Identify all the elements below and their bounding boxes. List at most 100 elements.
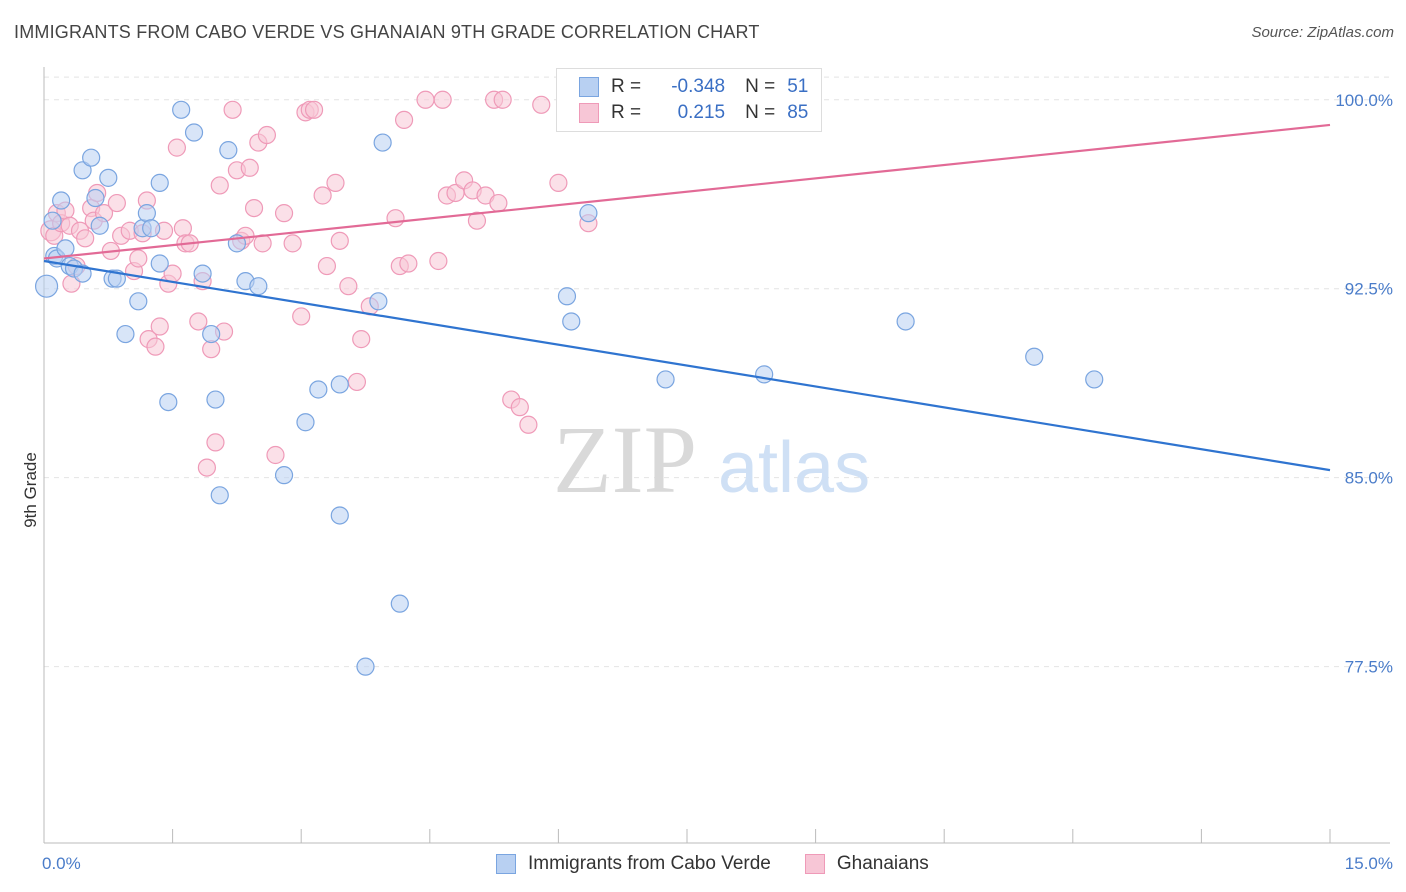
- data-point: [386, 209, 405, 228]
- data-point: [429, 251, 448, 271]
- stats-legend: R = -0.348 N = 51 R = 0.215 N = 85: [556, 68, 822, 132]
- legend-row-ghanaians: R = 0.215 N = 85: [579, 101, 808, 125]
- legend-r-value: 0.215: [677, 102, 726, 123]
- data-point: [326, 173, 345, 192]
- data-point: [116, 324, 135, 344]
- data-point: [1085, 370, 1104, 389]
- data-point: [313, 186, 332, 205]
- data-point: [193, 264, 212, 283]
- data-point: [390, 594, 409, 613]
- data-point: [549, 173, 568, 192]
- legend-swatch-pink: [804, 854, 825, 874]
- y-tick-label: 100.0%: [1335, 91, 1393, 110]
- data-point: [896, 312, 915, 331]
- legend-r-label: R =: [611, 76, 642, 97]
- data-point: [82, 148, 101, 167]
- legend-r-value: -0.348: [671, 76, 726, 97]
- data-point: [330, 375, 349, 394]
- data-point: [56, 239, 75, 258]
- data-point: [283, 234, 302, 253]
- data-point: [579, 204, 598, 223]
- data-point: [347, 372, 367, 392]
- data-point: [433, 90, 452, 109]
- legend-r-label: R =: [611, 102, 642, 123]
- legend-swatch-pink: [579, 103, 599, 123]
- data-point: [107, 193, 126, 213]
- series-legend: Immigrants from Cabo Verde Ghanaians: [496, 853, 963, 875]
- x-tick-label: 0.0%: [42, 854, 81, 873]
- data-point: [206, 433, 225, 452]
- data-point: [52, 191, 71, 210]
- data-point: [493, 90, 512, 109]
- data-point: [369, 292, 388, 311]
- data-point: [99, 168, 118, 187]
- data-point: [292, 307, 311, 326]
- y-tick-label: 77.5%: [1345, 658, 1393, 677]
- data-point: [202, 340, 221, 359]
- data-point: [202, 324, 221, 344]
- data-point: [223, 100, 242, 119]
- data-point: [356, 657, 375, 676]
- data-point: [90, 216, 109, 235]
- data-point: [76, 229, 95, 248]
- data-point: [249, 277, 268, 296]
- data-point: [172, 100, 191, 119]
- data-point: [339, 277, 358, 296]
- data-point: [173, 219, 192, 238]
- legend-item-ghanaians[interactable]: Ghanaians: [804, 853, 929, 875]
- data-point: [167, 138, 186, 157]
- data-point: [210, 486, 229, 505]
- trend-line-pink: [43, 123, 1331, 260]
- data-point: [146, 337, 165, 356]
- data-point: [129, 249, 148, 268]
- data-point: [416, 90, 435, 109]
- data-point: [73, 264, 92, 283]
- data-point: [240, 158, 259, 177]
- data-point: [330, 231, 349, 250]
- y-tick-label: 92.5%: [1345, 280, 1393, 299]
- data-point: [304, 100, 324, 119]
- watermark-atlas: atlas: [718, 428, 870, 508]
- legend-item-label: Ghanaians: [836, 853, 929, 874]
- data-point: [210, 176, 229, 195]
- data-point: [129, 292, 148, 311]
- data-point: [399, 254, 418, 273]
- data-point: [296, 413, 315, 432]
- tick-labels: 77.5% 85.0% 92.5% 100.0% 0.0% 15.0%: [42, 91, 1393, 873]
- data-point: [1025, 347, 1044, 366]
- data-point: [197, 458, 216, 477]
- data-point: [184, 123, 204, 142]
- data-point: [274, 466, 294, 485]
- trend-line-blue: [43, 259, 1331, 472]
- data-point: [34, 274, 59, 298]
- data-point: [150, 173, 169, 192]
- legend-n-label: N =: [745, 102, 776, 123]
- data-point: [266, 445, 285, 465]
- legend-item-cabo-verde[interactable]: Immigrants from Cabo Verde: [496, 853, 771, 875]
- data-point: [330, 506, 349, 525]
- axes: [43, 67, 1390, 844]
- legend-n-label: N =: [745, 76, 776, 97]
- data-point: [557, 287, 577, 306]
- legend-swatch-blue: [496, 854, 516, 874]
- data-point: [219, 141, 238, 160]
- data-point: [189, 312, 208, 331]
- data-point: [755, 365, 774, 384]
- data-point: [257, 125, 277, 145]
- data-point: [394, 110, 414, 130]
- data-point: [532, 95, 551, 114]
- trend-lines: [43, 123, 1331, 472]
- data-point: [467, 211, 487, 230]
- data-point: [206, 390, 225, 409]
- y-tick-label: 85.0%: [1345, 469, 1393, 488]
- data-point: [73, 161, 92, 180]
- legend-swatch-blue: [579, 77, 599, 97]
- legend-row-cabo-verde: R = -0.348 N = 51: [579, 75, 808, 99]
- legend-n-value: 51: [787, 76, 809, 97]
- legend-item-label: Immigrants from Cabo Verde: [528, 853, 771, 874]
- data-point: [244, 198, 264, 218]
- data-point: [373, 133, 392, 152]
- data-point: [352, 330, 371, 349]
- data-point: [150, 254, 169, 273]
